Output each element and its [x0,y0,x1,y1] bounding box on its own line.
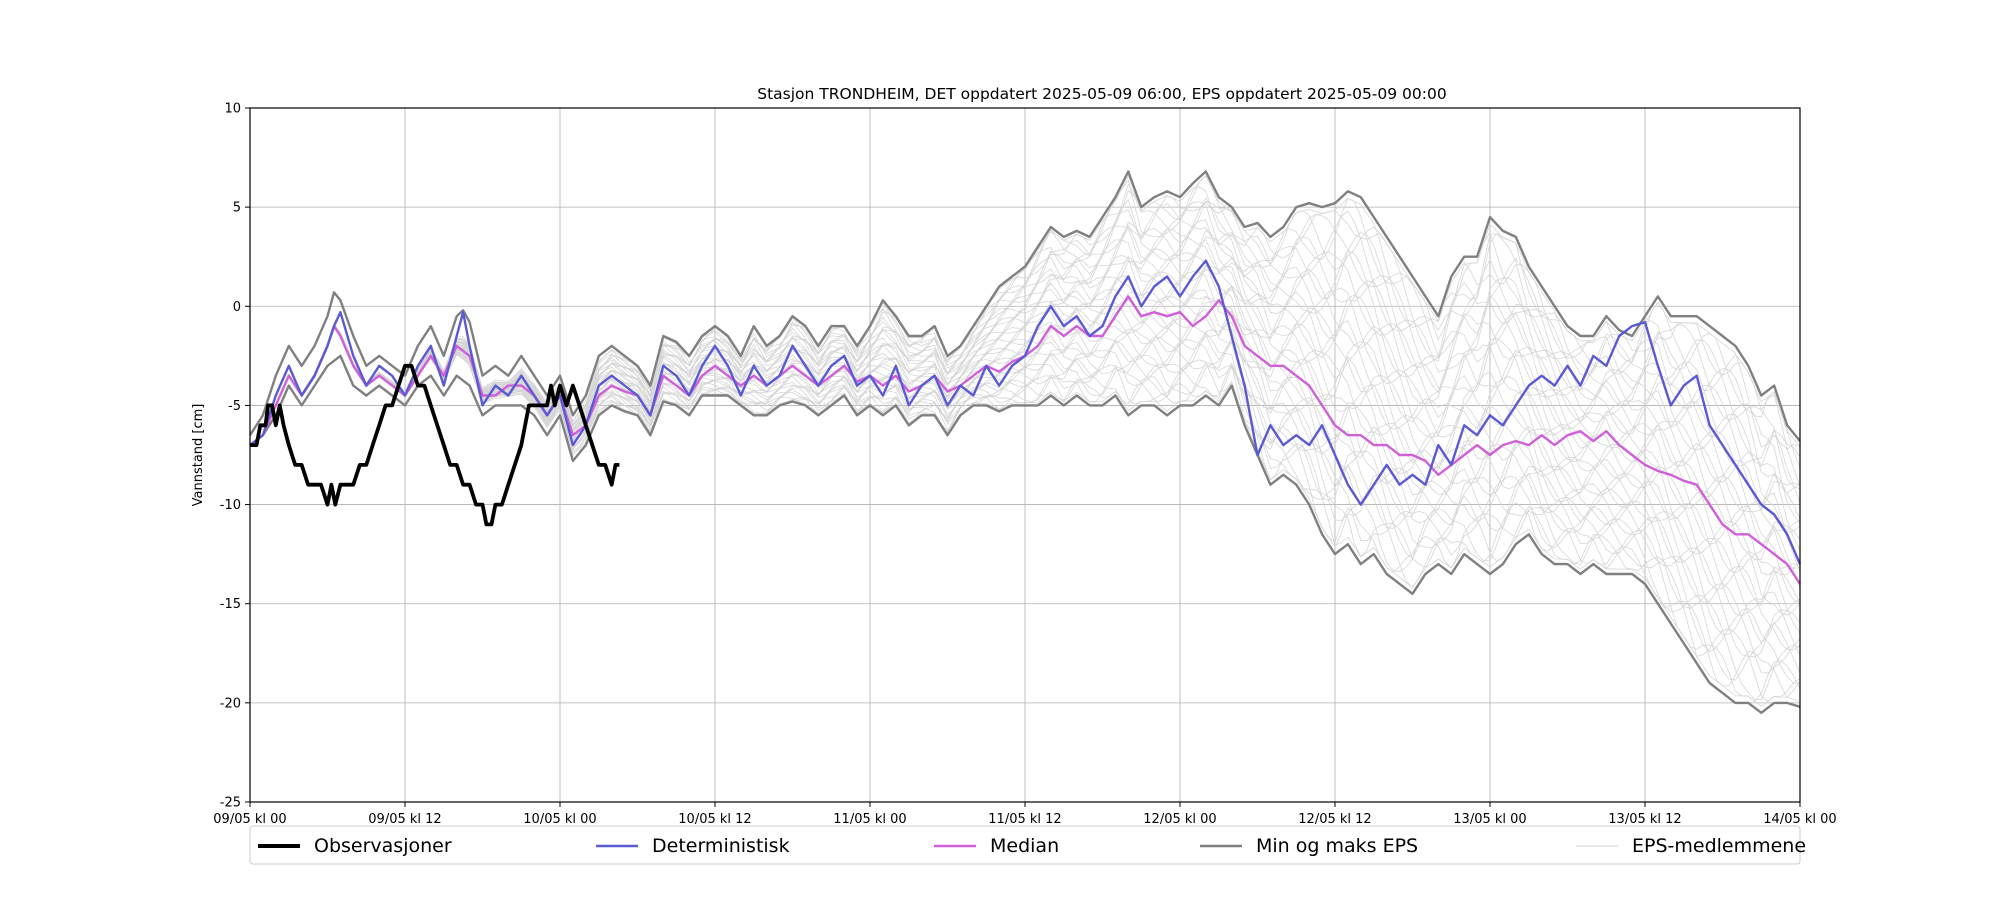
x-tick-label: 11/05 kl 12 [988,812,1061,827]
legend-label: Observasjoner [314,835,452,857]
x-tick-label: 13/05 kl 00 [1453,812,1526,827]
x-tick-label: 14/05 kl 00 [1763,812,1836,827]
y-tick-label: -15 [220,597,241,612]
legend: Observasjoner Deterministisk Median Min og … [249,825,1806,865]
chart-title: Stasjon TRONDHEIM, DET oppdatert 2025-05… [757,85,1446,103]
eps-member-line [249,252,1801,547]
x-tick-label: 09/05 kl 12 [368,812,441,827]
eps-member-line [249,189,1801,447]
y-axis-label: Vannstand [cm] [191,404,206,507]
x-tick-label: 11/05 kl 00 [833,812,906,827]
legend-box [249,825,1801,865]
legend-label: Min og maks EPS [1256,835,1418,857]
eps-members-layer [249,175,1801,707]
eps-max-line [248,170,1801,442]
x-tick-label: 10/05 kl 00 [523,812,596,827]
y-axis-ticks: 10 5 0 -5 -10 -15 -20 -25 [220,102,250,811]
y-tick-label: -20 [220,696,241,711]
grid-lines [249,107,1801,803]
deterministic-line [249,259,1802,565]
eps-min-line [249,354,1801,714]
eps-member-line [249,318,1801,644]
eps-member-line [249,271,1801,576]
y-tick-label: 0 [233,300,241,315]
x-tick-label: 12/05 kl 00 [1143,812,1216,827]
series-layer [248,170,1802,714]
median-line [249,295,1802,585]
y-tick-label: 5 [233,201,241,216]
y-tick-label: 10 [224,102,241,117]
y-tick-label: -5 [228,399,241,414]
x-tick-label: 12/05 kl 12 [1298,812,1371,827]
x-tick-label: 10/05 kl 12 [678,812,751,827]
eps-member-line [249,175,1801,468]
legend-label: Deterministisk [652,835,790,857]
legend-label: EPS-medlemmene [1632,835,1806,857]
observations-line [250,363,620,527]
x-axis-ticks: 09/05 kl 00 09/05 kl 12 10/05 kl 00 10/05 k… [213,802,1837,827]
legend-label: Median [990,835,1059,857]
x-tick-label: 13/05 kl 12 [1608,812,1681,827]
y-tick-label: -10 [220,498,241,513]
x-tick-label: 09/05 kl 00 [213,812,286,827]
y-tick-label: -25 [220,796,241,811]
